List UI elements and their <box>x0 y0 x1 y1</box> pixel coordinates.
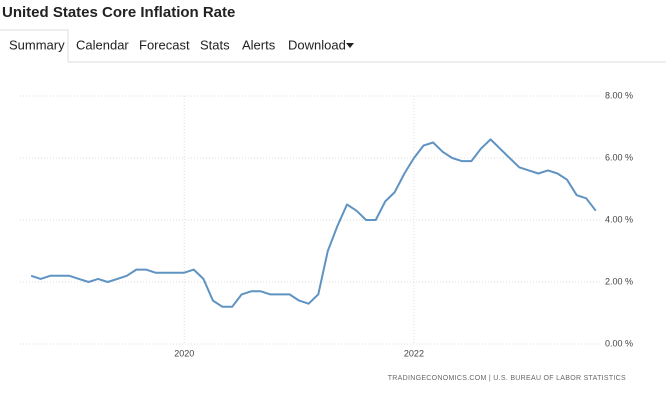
x-tick-label: 2022 <box>404 348 424 358</box>
y-tick-label: 4.00 % <box>605 214 633 224</box>
source: TRADINGECONOMICS.COM | U.S. BUREAU OF LA… <box>388 375 626 382</box>
tab[interactable]: Summary <box>9 37 65 52</box>
tab[interactable]: Stats <box>200 37 230 52</box>
x-tick-label: 2020 <box>174 348 194 358</box>
y-tick-label: 6.00 % <box>605 152 633 162</box>
active-tab-box <box>0 29 69 62</box>
data-line <box>30 138 597 308</box>
tab[interactable]: Forecast <box>139 37 190 52</box>
tab[interactable]: Alerts <box>242 37 276 52</box>
tab[interactable]: Calendar <box>76 37 129 52</box>
chart-title: United States Core Inflation Rate <box>2 4 235 21</box>
dropdown-caret[interactable] <box>346 43 354 48</box>
tab[interactable]: Download <box>288 37 346 52</box>
y-tick-label: 0.00 % <box>605 338 633 348</box>
y-tick-label: 2.00 % <box>605 276 633 286</box>
y-tick-label: 8.00 % <box>605 90 633 100</box>
